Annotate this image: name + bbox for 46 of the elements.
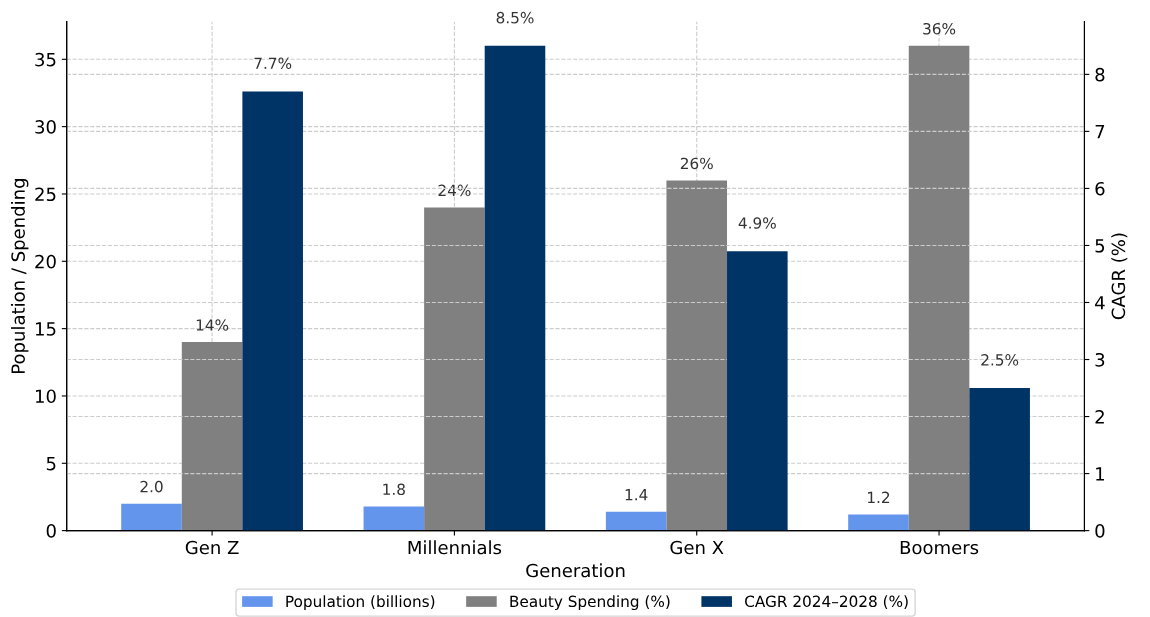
data-label: 26%: [680, 157, 713, 170]
x-tick-label: Gen Z: [185, 540, 239, 555]
data-label: 2.0: [140, 480, 163, 493]
y2-tick-label: 2: [1095, 410, 1104, 424]
x-tick-label: Millennials: [408, 540, 502, 555]
x-axis-title: Generation: [526, 563, 625, 578]
y2-tick-label: 4: [1095, 296, 1105, 310]
y2-tick-label: 1: [1096, 467, 1104, 481]
legend-label: Population (billions): [286, 595, 435, 611]
bar: [121, 503, 182, 531]
data-label: 1.8: [383, 483, 405, 496]
data-label: 14%: [196, 319, 229, 331]
y2-axis-title: CAGR (%): [1111, 233, 1128, 320]
y-tick-label: 5: [46, 456, 56, 471]
y2-tick-label: 3: [1095, 352, 1105, 367]
data-label: 2.5%: [981, 354, 1019, 366]
data-label: 24%: [438, 184, 471, 197]
y2-tick-label: 7: [1095, 125, 1105, 139]
y-tick-label: 15: [35, 322, 56, 336]
y-tick-label: 35: [35, 52, 56, 67]
legend-label: Beauty Spending (%): [510, 595, 670, 611]
data-label: 1.2: [868, 491, 890, 503]
data-label: 7.7%: [254, 57, 292, 70]
y-axis-title: Population / Spending: [10, 179, 29, 373]
bar: [908, 45, 970, 531]
data-label: 8.5%: [496, 11, 534, 24]
y-tick-label: 30: [35, 120, 56, 134]
bar: [969, 388, 1030, 531]
bar: [605, 511, 667, 531]
y2-tick-label: 8: [1095, 67, 1105, 82]
y2-tick-label: 0: [1095, 524, 1105, 538]
data-label: 36%: [923, 22, 956, 35]
y2-tick-label: 5: [1095, 239, 1105, 253]
y-tick-label: 25: [35, 187, 56, 202]
bar: [363, 506, 425, 531]
bar: [242, 91, 303, 531]
y2-tick-label: 6: [1095, 181, 1105, 196]
x-tick-label: Gen X: [670, 540, 724, 555]
data-label: 1.4: [625, 489, 648, 501]
legend-label: CAGR 2024–2028 (%): [745, 595, 908, 609]
data-label: 4.9%: [738, 217, 776, 229]
y-tick-label: 10: [35, 389, 56, 404]
y-tick-label: 20: [35, 254, 56, 269]
bar: [848, 514, 909, 531]
y-tick-label: 0: [46, 524, 56, 538]
x-tick-label: Boomers: [900, 540, 979, 555]
